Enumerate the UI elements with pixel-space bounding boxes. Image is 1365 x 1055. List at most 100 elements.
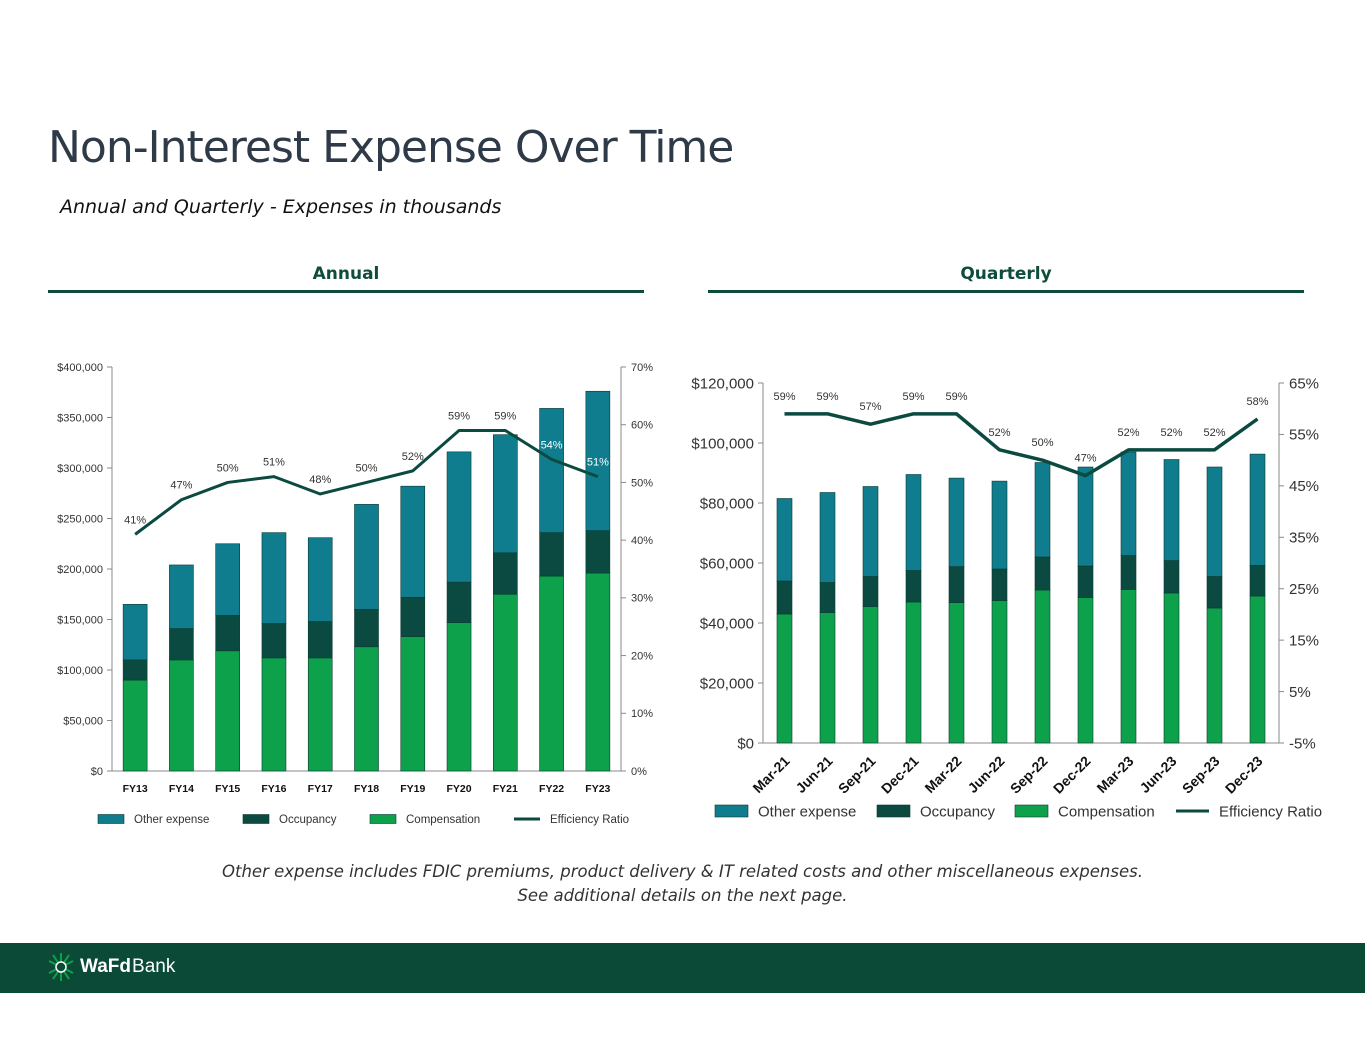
quarterly-bar-occupancy <box>1206 576 1223 609</box>
annual-x-tick-label: FY20 <box>446 783 471 795</box>
annual-bar-compensation <box>169 659 194 772</box>
annual-bar-other-expense <box>585 390 611 531</box>
quarterly-efficiency-ratio-label: 59% <box>945 391 967 403</box>
quarterly-y-tick-label: $120,000 <box>691 375 754 392</box>
annual-bar-occupancy <box>261 623 287 659</box>
annual-bar-compensation <box>585 572 611 772</box>
annual-bar-compensation <box>446 622 472 772</box>
annual-y-tick-label: $50,000 <box>63 715 103 727</box>
annual-legend-swatch-other-expense <box>97 814 125 824</box>
quarterly-bar-occupancy <box>1249 565 1266 597</box>
quarterly-efficiency-ratio-label: 52% <box>988 427 1010 439</box>
wafd-bank-logo: WaFd Bank <box>46 951 175 983</box>
annual-legend-swatch-occupancy <box>242 814 270 824</box>
quarterly-bar-compensation <box>1163 592 1180 744</box>
annual-y-tick-label: $300,000 <box>57 463 103 475</box>
quarterly-bar-other-expense <box>1163 459 1180 561</box>
annual-x-tick-label: FY18 <box>354 783 379 795</box>
annual-efficiency-ratio-label: 51% <box>587 457 609 469</box>
annual-y-tick-label: $150,000 <box>57 614 103 626</box>
annual-bar-occupancy <box>307 621 333 659</box>
quarterly-y-tick-label: $0 <box>737 735 754 752</box>
quarterly-bar-compensation <box>862 606 879 744</box>
quarterly-y2-tick-label: -5% <box>1289 735 1316 752</box>
annual-bar-compensation <box>354 646 379 772</box>
quarterly-x-tick-label: Jun-22 <box>964 753 1007 796</box>
annual-y-tick-label: $100,000 <box>57 665 103 677</box>
annual-x-tick-label: FY21 <box>493 783 518 795</box>
annual-bar-other-expense <box>307 537 333 622</box>
annual-bar-other-expense <box>261 532 287 624</box>
annual-y2-tick-label: 10% <box>631 708 653 720</box>
quarterly-bar-compensation <box>819 612 836 744</box>
quarterly-bar-occupancy <box>905 570 922 603</box>
quarterly-efficiency-ratio-label: 57% <box>859 401 881 413</box>
annual-bar-occupancy <box>539 532 564 577</box>
quarterly-legend-label: Efficiency Ratio <box>1219 803 1322 820</box>
annual-y-tick-label: $0 <box>91 766 103 778</box>
annual-bar-occupancy <box>354 609 379 648</box>
quarterly-bar-other-expense <box>819 492 836 583</box>
quarterly-bar-compensation <box>1077 597 1094 744</box>
quarterly-efficiency-ratio-label: 52% <box>1203 427 1225 439</box>
quarterly-bar-compensation <box>1120 589 1137 744</box>
annual-legend-label: Occupancy <box>279 814 337 826</box>
annual-x-tick-label: FY17 <box>308 783 333 795</box>
logo-text-bank: Bank <box>132 956 176 977</box>
quarterly-y-tick-label: $100,000 <box>691 435 754 452</box>
quarterly-bar-compensation <box>1034 589 1051 744</box>
quarterly-bar-occupancy <box>862 576 879 607</box>
annual-efficiency-ratio-label: 50% <box>355 462 377 474</box>
quarterly-section-divider <box>708 290 1304 293</box>
annual-legend-label: Efficiency Ratio <box>550 814 629 826</box>
quarterly-bar-compensation <box>905 601 922 744</box>
annual-x-tick-label: FY14 <box>169 783 194 795</box>
quarterly-efficiency-ratio-label: 52% <box>1160 427 1182 439</box>
quarterly-bar-occupancy <box>776 580 793 615</box>
quarterly-bar-compensation <box>1249 595 1266 744</box>
annual-x-tick-label: FY16 <box>261 783 286 795</box>
annual-efficiency-ratio-label: 47% <box>170 480 192 492</box>
quarterly-efficiency-ratio-label: 59% <box>816 391 838 403</box>
quarterly-x-tick-label: Jun-23 <box>1136 753 1179 796</box>
annual-y2-tick-label: 0% <box>631 766 647 778</box>
quarterly-x-tick-label: Sep-22 <box>1007 753 1051 797</box>
quarterly-x-tick-label: Mar-21 <box>749 753 792 796</box>
wafd-logo-icon <box>46 951 76 983</box>
quarterly-y2-tick-label: 55% <box>1289 427 1319 444</box>
quarterly-y2-tick-label: 45% <box>1289 478 1319 495</box>
annual-legend-swatch-compensation <box>369 814 397 824</box>
quarterly-bar-other-expense <box>948 477 965 567</box>
annual-bar-compensation <box>493 593 518 772</box>
quarterly-bar-other-expense <box>1034 462 1051 558</box>
quarterly-bar-other-expense <box>905 474 922 571</box>
quarterly-bar-occupancy <box>1120 555 1137 590</box>
quarterly-bar-other-expense <box>776 498 793 582</box>
quarterly-legend-swatch-compensation <box>1014 804 1049 818</box>
quarterly-y2-tick-label: 35% <box>1289 530 1319 547</box>
quarterly-efficiency-ratio-label: 47% <box>1074 453 1096 465</box>
annual-bar-occupancy <box>493 552 518 595</box>
quarterly-y-tick-label: $60,000 <box>700 555 754 572</box>
annual-efficiency-ratio-label: 41% <box>124 514 146 526</box>
quarterly-y2-tick-label: 25% <box>1289 581 1319 598</box>
quarterly-bar-compensation <box>776 613 793 744</box>
quarterly-bar-other-expense <box>1077 466 1094 567</box>
quarterly-bar-compensation <box>991 600 1008 744</box>
annual-bar-compensation <box>400 636 426 772</box>
annual-efficiency-ratio-label: 59% <box>494 410 516 422</box>
quarterly-bar-other-expense <box>1120 451 1137 556</box>
quarterly-x-tick-label: Dec-21 <box>878 753 922 797</box>
annual-y2-tick-label: 30% <box>631 593 653 605</box>
quarterly-x-tick-label: Jun-21 <box>792 753 835 796</box>
quarterly-y-tick-label: $20,000 <box>700 675 754 692</box>
annual-efficiency-ratio-label: 54% <box>541 439 563 451</box>
annual-y2-tick-label: 60% <box>631 420 653 432</box>
quarterly-legend-label: Compensation <box>1058 803 1155 820</box>
annual-section-heading: Annual <box>312 264 380 284</box>
annual-bar-other-expense <box>539 408 564 533</box>
quarterly-y-tick-label: $40,000 <box>700 615 754 632</box>
annual-bar-occupancy <box>169 628 194 661</box>
quarterly-bar-other-expense <box>1249 453 1266 566</box>
annual-legend-label: Compensation <box>406 814 480 826</box>
